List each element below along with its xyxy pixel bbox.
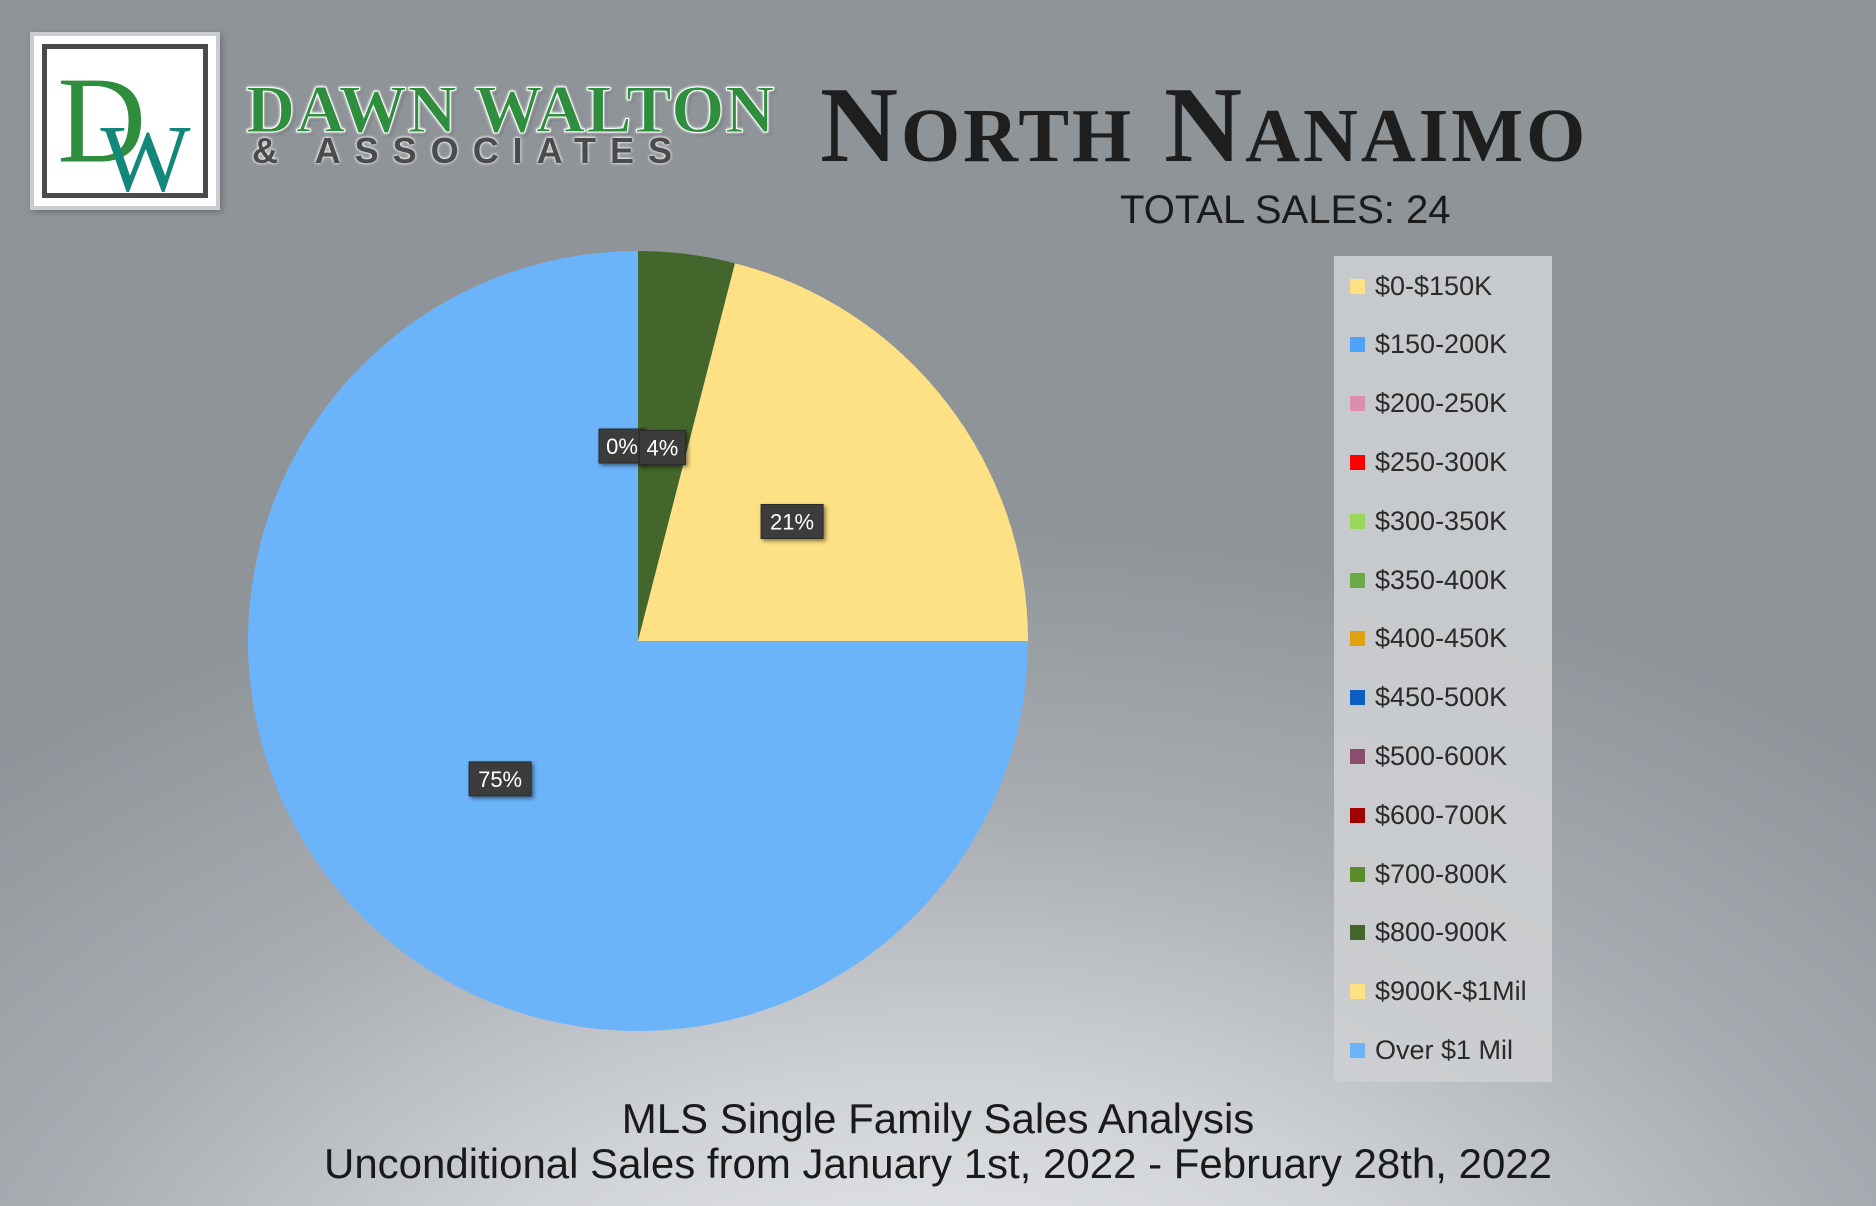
logo-letter-d: DW [57,53,191,193]
legend-swatch [1350,337,1365,353]
legend-label: $350-400K [1375,564,1508,595]
legend-item-150-200k: $150-200K [1350,327,1507,363]
legend-swatch [1350,631,1365,647]
legend-swatch [1350,454,1365,470]
logo: DW [30,32,220,210]
pie-label-900k-1mil: 21% [760,503,824,539]
legend-label: $900K-$1Mil [1375,976,1527,1007]
pie-slice-over-1-mil [248,251,1028,1031]
legend-item-over-1-mil: Over $1 Mil [1350,1032,1513,1068]
legend-swatch [1350,866,1365,882]
legend-swatch [1350,925,1365,941]
brand-subname: & ASSOCIATES [252,130,687,171]
footer-subtitle: Unconditional Sales from January 1st, 20… [323,1140,1553,1187]
pie-label-box [598,428,646,464]
legend-swatch [1350,513,1365,529]
page-title: North Nanaimo [820,66,1589,185]
legend-item-0-150k: $0-$150K [1350,268,1492,304]
legend-label: $500-600K [1375,740,1508,771]
pie-slice-800-900k [638,251,735,641]
legend-swatch [1350,1042,1365,1058]
legend-swatch [1350,572,1365,588]
legend-label: $150-200K [1375,329,1508,360]
pie-label-box [638,430,686,466]
total-sales: TOTAL SALES: 24 [1120,188,1451,232]
pie-label-800-900k: 4% [638,430,686,466]
pie-slice-900k-1mil [638,263,1028,641]
brand-name: DAWN WALTON [245,71,776,148]
legend-swatch [1350,807,1365,823]
chart-legend: $0-$150K $150-200K $200-250K $250-300K $300-… [1334,256,1552,1082]
legend-label: $700-800K [1375,858,1508,889]
pie-label-box [760,503,824,539]
legend-item-300-350k: $300-350K [1350,503,1507,539]
legend-item-250-300k: $250-300K [1350,444,1507,480]
legend-item-700-800k: $700-800K [1350,856,1507,892]
legend-swatch [1350,690,1365,706]
legend-item-900k-1mil: $900K-$1Mil [1350,974,1527,1010]
legend-item-400-450k: $400-450K [1350,621,1507,657]
pie-label-text: 0% [606,434,638,459]
logo-letter-d-glyph: D [57,53,146,189]
legend-label: $600-700K [1375,799,1508,830]
pie-label-box [468,761,532,797]
legend-item-350-400k: $350-400K [1350,562,1507,598]
logo-letter-w-glyph: W [100,106,191,193]
legend-label: $800-900K [1375,917,1508,948]
legend-swatch [1350,748,1365,764]
legend-swatch [1350,278,1365,294]
logo-frame: DW [42,44,208,198]
legend-label: $300-350K [1375,505,1508,536]
pie-label-over-1-mil: 75% [468,761,532,797]
pie-label-text: 4% [647,436,679,461]
legend-item-800-900k: $800-900K [1350,915,1507,951]
legend-swatch [1350,984,1365,1000]
legend-label: $450-500K [1375,682,1508,713]
legend-label: Over $1 Mil [1375,1034,1514,1065]
legend-label: $200-250K [1375,388,1508,419]
logo-mark: DW [57,53,191,193]
legend-item-500-600k: $500-600K [1350,738,1507,774]
legend-swatch [1350,396,1365,412]
pie-label-text: 75% [478,767,522,792]
legend-item-200-250k: $200-250K [1350,386,1507,422]
legend-label: $400-450K [1375,623,1508,654]
footer-title: MLS Single Family Sales Analysis [621,1095,1255,1142]
legend-item-600-700k: $600-700K [1350,797,1507,833]
legend-item-450-500k: $450-500K [1350,680,1507,716]
pie-label-700-800k: 0% [598,428,646,464]
pie-label-text: 21% [770,509,814,534]
legend-label: $0-$150K [1375,270,1493,301]
legend-label: $250-300K [1375,446,1508,477]
